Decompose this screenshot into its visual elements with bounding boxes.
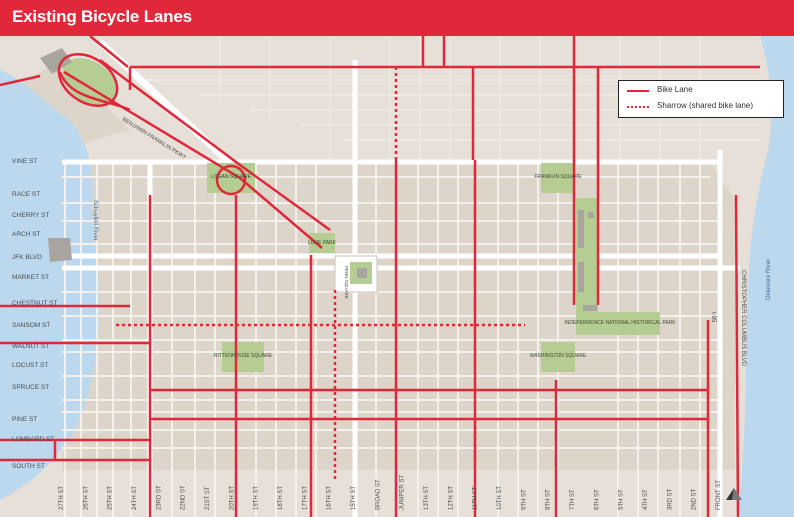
street-label-south: SOUTH ST <box>12 463 45 470</box>
street-label-arch: ARCH ST <box>12 231 41 238</box>
independence-label: INDEPENDENCE NATIONAL HISTORICAL PARK <box>564 320 676 326</box>
street-label-market: MARKET ST <box>12 274 49 281</box>
street-label-25th-st: 25TH ST <box>108 486 114 510</box>
street-label-locust: LOCUST ST <box>12 362 48 369</box>
street-label-walnut: WALNUT ST <box>12 343 49 350</box>
bike-lane-parkway-2 <box>99 59 331 232</box>
street-label-race: RACE ST <box>12 191 40 198</box>
delaware-river <box>738 36 794 517</box>
logan-square-park <box>207 163 255 193</box>
franklin-square-park <box>541 163 575 193</box>
logan-label: LOGAN SQUARE <box>211 174 252 180</box>
map-title: Existing Bicycle Lanes <box>12 7 192 26</box>
street-label-8th-st: 8TH ST <box>546 489 552 510</box>
park-labels: LOGAN SQUARE FRANKLIN SQUARE LOVE PARK R… <box>211 174 676 359</box>
street-label-5th-st: 5TH ST <box>619 489 625 510</box>
street-label-27th-st: 27TH ST <box>59 486 65 510</box>
bike-lane-swatch <box>627 90 649 92</box>
title-bar: Existing Bicycle Lanes <box>0 0 794 36</box>
washington-label: WASHINGTON SQUARE <box>530 353 587 359</box>
bike-lane-columbus <box>734 194 740 517</box>
street-label-sansom: SANSOM ST <box>12 322 50 329</box>
city-hall-label: PENN SQUARE <box>344 266 349 299</box>
street-label-17th-st: 17TH ST <box>302 486 308 510</box>
art-museum-building <box>40 48 72 74</box>
street-label-front-st: FRONT ST <box>716 480 722 510</box>
city-hall-tower <box>357 268 367 278</box>
street-label-16th-st: 16TH ST <box>327 486 333 510</box>
washington-park <box>541 342 575 372</box>
i95-label: I-95 <box>710 312 716 323</box>
street-label-15th-st: 15TH ST <box>351 486 357 510</box>
art-museum-oval <box>62 58 118 106</box>
street-label-18th-st: 18TH ST <box>278 486 284 510</box>
street-label-vine: VINE ST <box>12 158 37 165</box>
street-label-12th-st: 12TH ST <box>448 486 454 510</box>
sharrows <box>116 67 525 480</box>
street-label-juniper-st: JUNIPER ST <box>400 475 406 510</box>
east-west-street-labels: VINE ST RACE ST CHERRY ST ARCH ST JFK BL… <box>12 158 57 470</box>
street-label-3rd-st: 3RD ST <box>667 488 673 510</box>
museum-building <box>48 238 72 262</box>
street-label-13th-st: 13TH ST <box>424 486 430 510</box>
rittenhouse-park <box>222 342 264 372</box>
street-label-chestnut: CHESTNUT ST <box>12 300 57 307</box>
street-label-broad-st: BROAD ST <box>375 479 381 510</box>
sharrow-swatch <box>627 106 649 108</box>
street-label-2nd-st: 2ND ST <box>692 488 698 510</box>
street-label-23rd-st: 23RD ST <box>156 485 162 510</box>
street-label-jfk: JFK BLVD <box>12 254 42 261</box>
bike-lanes <box>0 36 760 517</box>
street-label-26th-st: 26TH ST <box>83 486 89 510</box>
buildings <box>40 48 597 311</box>
north-south-street-labels: 27TH ST 26TH ST 25TH ST 24TH ST 23RD ST 22ND … <box>59 475 722 510</box>
logan-circle <box>215 164 247 196</box>
street-label-9th-st: 9TH ST <box>521 489 527 510</box>
schuylkill-label: Schuylkill River <box>92 200 98 241</box>
columbus-label: CHRISTOPHER COLUMBUS BLVD <box>740 270 746 367</box>
street-label-24th-st: 24TH ST <box>132 486 138 510</box>
legend-bike-lane: Bike Lane <box>657 85 693 94</box>
delaware-label: Delaware River <box>766 259 772 300</box>
fairmount-blocks <box>10 60 130 150</box>
love-park <box>309 233 335 253</box>
street-label-pine: PINE ST <box>12 416 37 423</box>
street-label-lombard: LOMBARD ST <box>12 436 54 443</box>
north-arrow-icon <box>726 488 742 500</box>
street-label-11th-st: 11TH ST <box>473 486 479 510</box>
street-label-cherry: CHERRY ST <box>12 212 49 219</box>
legend-sharrow: Sharrow (shared bike lane) <box>657 101 754 110</box>
street-label-21st-st: 21ST ST <box>205 486 211 510</box>
street-label-20th-st: 20TH ST <box>229 486 235 510</box>
legend: Bike Lane Sharrow (shared bike lane) <box>618 80 784 118</box>
street-label-4th-st: 4TH ST <box>643 489 649 510</box>
street-label-22nd-st: 22ND ST <box>181 485 187 510</box>
street-label-spruce: SPRUCE ST <box>12 384 49 391</box>
street-label-7th-st: 7TH ST <box>570 489 576 510</box>
love-label: LOVE PARK <box>308 240 337 246</box>
franklin-label: FRANKLIN SQUARE <box>534 174 582 180</box>
street-label-19th-st: 19TH ST <box>254 486 260 510</box>
street-label-6th-st: 6TH ST <box>594 489 600 510</box>
rittenhouse-label: RITTENHOUSE SQUARE <box>214 353 273 359</box>
street-label-10th-st: 10TH ST <box>497 486 503 510</box>
